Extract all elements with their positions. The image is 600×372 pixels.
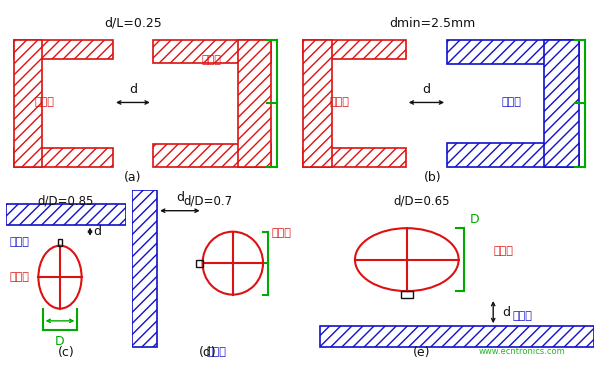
Text: 热表面: 热表面 — [34, 97, 54, 108]
Text: (c): (c) — [58, 346, 74, 359]
Text: d/L=0.25: d/L=0.25 — [104, 17, 162, 30]
Bar — [58, 239, 62, 246]
Bar — [238, 40, 271, 167]
Text: 热表面: 热表面 — [10, 272, 29, 282]
Text: d: d — [129, 83, 137, 96]
Text: 冷表面: 冷表面 — [502, 97, 521, 108]
Text: 热表面: 热表面 — [493, 246, 513, 256]
Text: 热表面: 热表面 — [202, 55, 222, 65]
Bar — [320, 326, 594, 347]
Bar — [447, 40, 580, 64]
Bar — [447, 143, 580, 167]
Text: www.ecntronics.com: www.ecntronics.com — [479, 347, 565, 356]
Bar — [14, 40, 42, 167]
Text: (b): (b) — [424, 171, 441, 184]
Text: (a): (a) — [124, 171, 142, 184]
Text: d: d — [422, 83, 430, 96]
Text: d: d — [176, 191, 184, 204]
Bar — [544, 40, 580, 167]
Text: dmin=2.5mm: dmin=2.5mm — [389, 17, 475, 30]
Bar — [152, 40, 271, 63]
Text: (d): (d) — [199, 346, 217, 359]
Text: D: D — [55, 335, 65, 348]
Text: 冷表面: 冷表面 — [10, 237, 29, 247]
Text: 冷表面: 冷表面 — [206, 347, 226, 357]
Text: 热表面: 热表面 — [329, 97, 349, 108]
Bar — [303, 40, 406, 60]
Bar — [303, 148, 406, 167]
Text: D: D — [470, 214, 480, 227]
Bar — [303, 40, 332, 167]
Bar — [6, 204, 126, 225]
Bar — [132, 190, 157, 347]
Text: (e): (e) — [412, 346, 430, 359]
Text: 热表面: 热表面 — [272, 228, 292, 238]
Text: d: d — [502, 306, 510, 318]
Bar — [196, 260, 203, 267]
Text: d/D=0.7: d/D=0.7 — [183, 195, 232, 208]
Bar — [152, 144, 271, 167]
Text: d: d — [94, 225, 101, 238]
Text: d/D=0.65: d/D=0.65 — [393, 195, 449, 208]
Text: d/D=0.85: d/D=0.85 — [38, 195, 94, 208]
Text: 冷表面: 冷表面 — [512, 311, 532, 321]
Bar — [14, 148, 113, 167]
Bar — [401, 291, 413, 298]
Bar — [14, 40, 113, 60]
